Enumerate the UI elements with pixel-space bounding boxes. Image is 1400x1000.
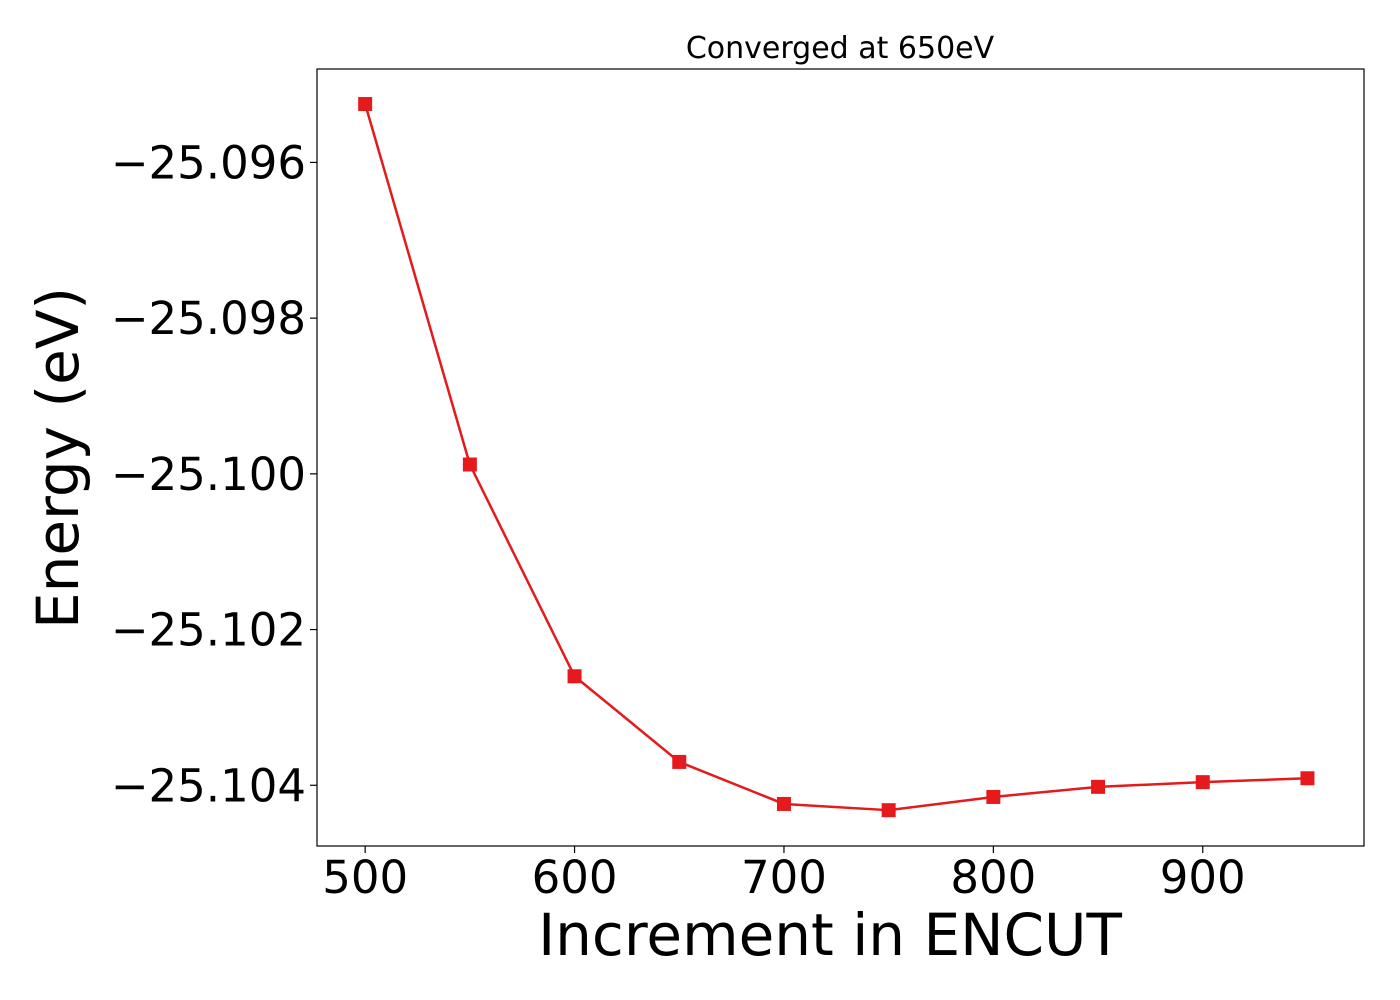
x-axis-label: Increment in ENCUT (538, 901, 1122, 969)
data-point-marker (358, 97, 373, 112)
x-axis: 500 600 700 800 900 (322, 846, 1246, 904)
y-tick-label: −25.102 (111, 604, 306, 657)
x-tick-label: 900 (1160, 851, 1246, 904)
data-point-marker (776, 796, 791, 811)
y-tick-label: −25.098 (111, 292, 306, 345)
y-tick-label: −25.096 (111, 136, 306, 189)
y-tick-label: −25.104 (111, 759, 306, 812)
y-tick-label: −25.100 (111, 448, 306, 501)
plot-area (316, 68, 1365, 847)
data-point-marker (1091, 779, 1106, 794)
data-point-marker (567, 669, 582, 684)
data-point-marker (881, 803, 896, 818)
data-point-marker (986, 789, 1001, 804)
x-tick-label: 800 (950, 851, 1036, 904)
x-tick-label: 600 (532, 851, 618, 904)
series-layer (358, 97, 1315, 818)
x-tick-label: 500 (322, 851, 408, 904)
data-point-marker (1195, 775, 1210, 790)
data-point-marker (462, 457, 477, 472)
data-point-marker (672, 754, 687, 769)
y-axis-label: Energy (eV) (24, 287, 92, 629)
chart-title: Converged at 650eV (686, 31, 995, 66)
series-line (363, 103, 1308, 812)
y-axis: −25.096 −25.098 −25.100 −25.102 −25.104 (111, 136, 317, 812)
x-tick-label: 700 (741, 851, 827, 904)
data-point-marker (1300, 771, 1315, 786)
